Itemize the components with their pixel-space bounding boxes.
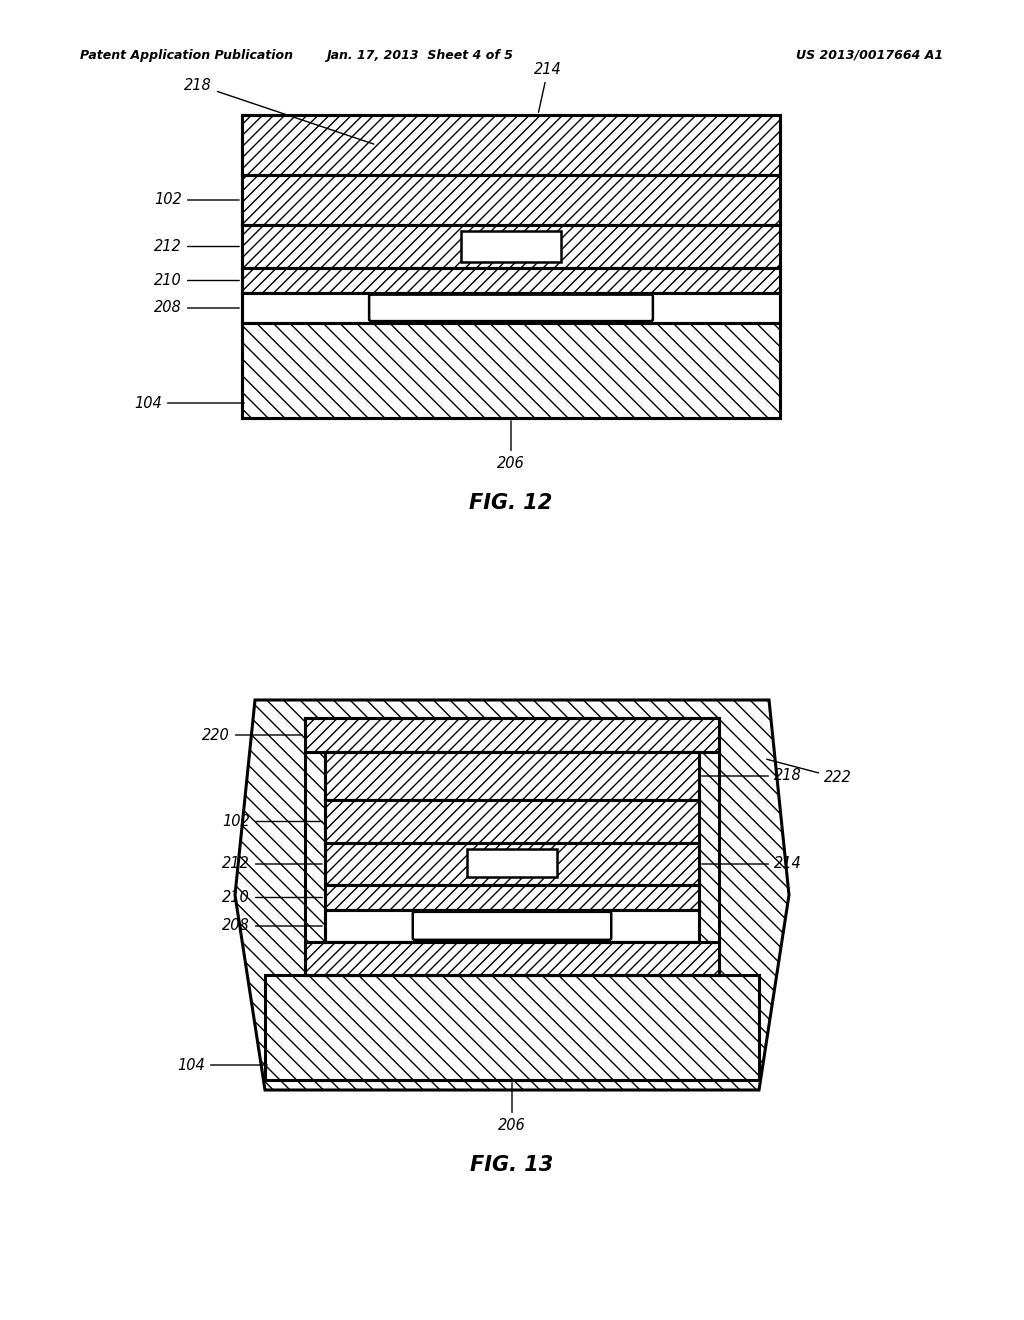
Text: 206: 206: [497, 421, 525, 471]
Bar: [242, 268, 780, 293]
Text: Jan. 17, 2013  Sheet 4 of 5: Jan. 17, 2013 Sheet 4 of 5: [327, 49, 513, 62]
Text: 218: 218: [184, 78, 374, 144]
Bar: [325, 752, 699, 800]
Bar: [325, 909, 699, 942]
Bar: [242, 224, 780, 268]
Text: FIG. 13: FIG. 13: [470, 1155, 554, 1175]
Text: 222: 222: [767, 759, 852, 785]
Text: 210: 210: [222, 890, 323, 906]
Text: 208: 208: [222, 919, 323, 933]
Text: Patent Application Publication: Patent Application Publication: [80, 49, 293, 62]
Text: FIG. 12: FIG. 12: [469, 492, 553, 513]
Text: 218: 218: [701, 768, 802, 784]
Bar: [305, 942, 719, 975]
Text: 214: 214: [535, 62, 562, 112]
Text: 102: 102: [155, 193, 240, 207]
Polygon shape: [234, 700, 790, 1090]
Bar: [265, 975, 759, 1080]
Text: 104: 104: [134, 396, 244, 411]
Text: 102: 102: [222, 814, 323, 829]
Text: 220: 220: [203, 727, 302, 742]
Text: 212: 212: [155, 239, 240, 253]
Bar: [467, 849, 557, 876]
Bar: [242, 176, 780, 224]
FancyBboxPatch shape: [413, 912, 611, 940]
FancyBboxPatch shape: [369, 294, 653, 321]
Bar: [242, 293, 780, 323]
Text: 210: 210: [155, 273, 240, 288]
Bar: [242, 115, 780, 176]
Text: 104: 104: [177, 1057, 267, 1072]
Bar: [325, 884, 699, 909]
Bar: [305, 718, 719, 752]
Bar: [325, 800, 699, 843]
Bar: [461, 231, 561, 261]
Text: 214: 214: [701, 857, 802, 871]
Text: 208: 208: [155, 301, 240, 315]
Text: 206: 206: [498, 1082, 526, 1133]
Text: US 2013/0017664 A1: US 2013/0017664 A1: [797, 49, 943, 62]
Bar: [242, 323, 780, 418]
Text: 212: 212: [222, 857, 323, 871]
Bar: [325, 843, 699, 884]
